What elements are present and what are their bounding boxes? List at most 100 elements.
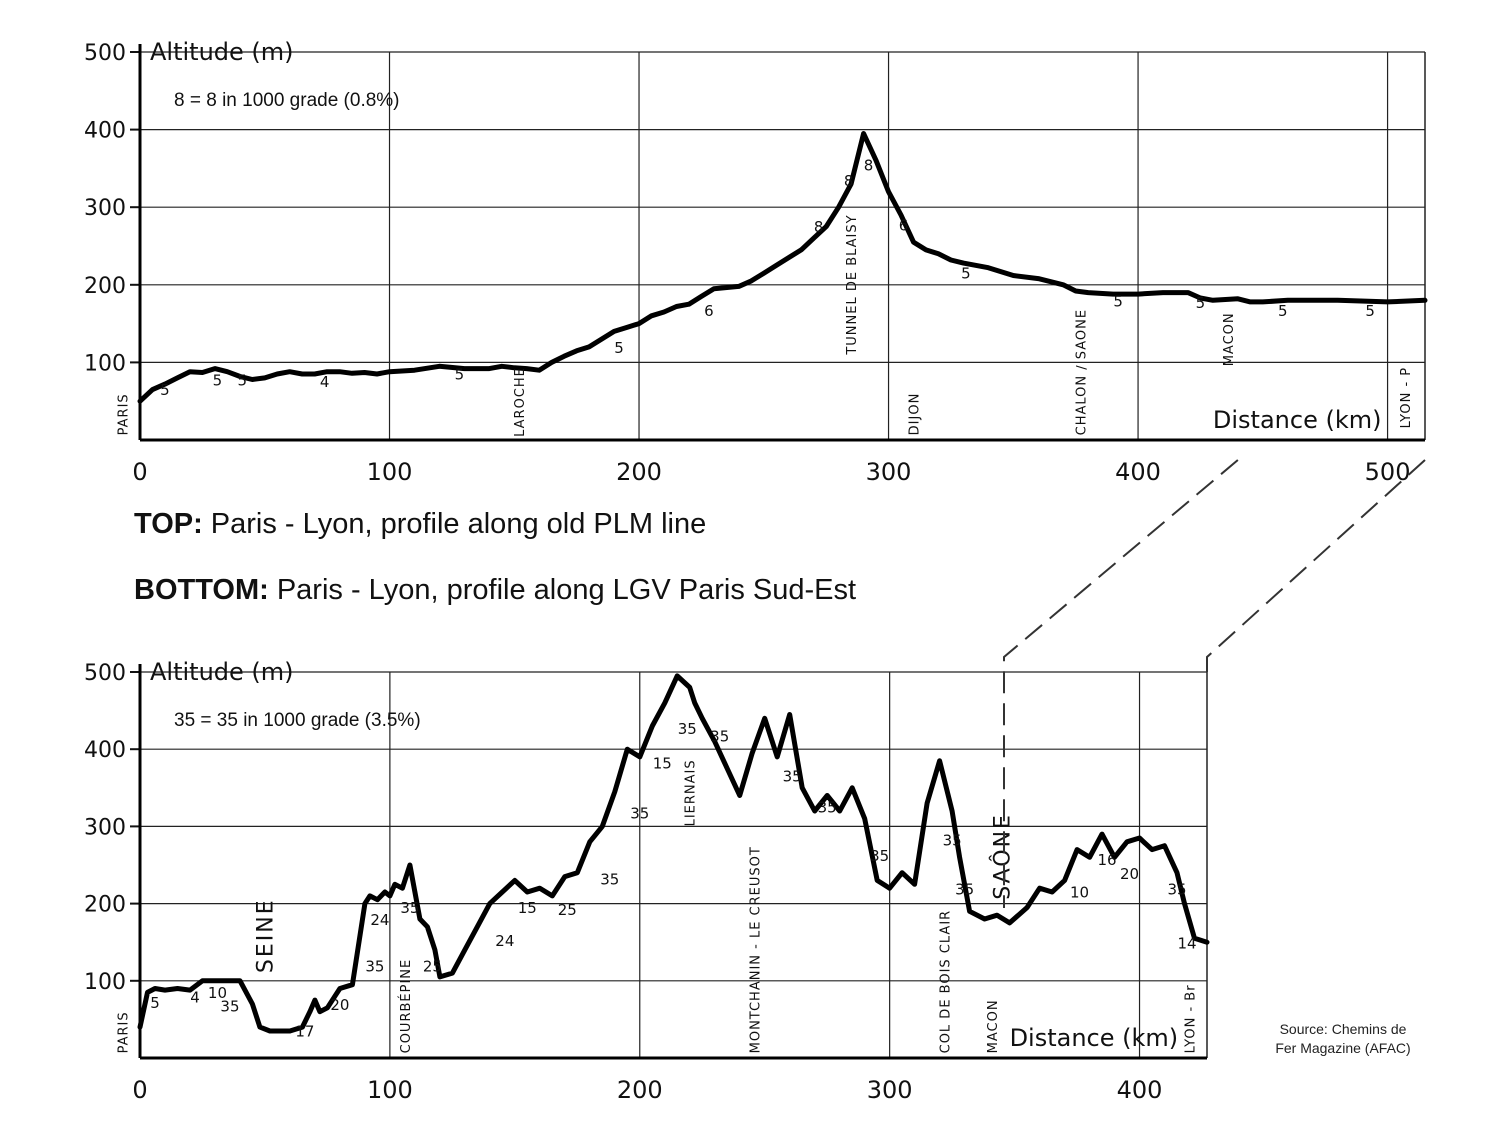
chart-bottom-grade-label: 35 <box>678 720 697 738</box>
chart-top-place-label: TUNNEL DE BLAISY <box>845 214 860 355</box>
chart-bottom-grade-label: 35 <box>818 799 837 817</box>
chart-bottom-grade-label: 35 <box>365 958 384 976</box>
chart-bottom-y-tick-label: 100 <box>84 970 126 995</box>
chart-bottom-grade-label: 35 <box>870 847 889 865</box>
chart-bottom-grade-label: 4 <box>190 988 200 1006</box>
chart-top-x-tick-label: 300 <box>866 458 912 486</box>
chart-top-grade-label: 5 <box>1196 294 1206 312</box>
chart-top-grade-label: 5 <box>455 365 465 383</box>
chart-bottom-x-tick-label: 200 <box>617 1076 663 1104</box>
chart-top-grade-label: 6 <box>704 302 714 320</box>
chart-bottom-place-label: LIERNAIS <box>684 759 699 826</box>
chart-top-grade-label: 5 <box>1365 302 1375 320</box>
chart-bottom-x-tick-label: 0 <box>132 1076 147 1104</box>
chart-bottom-grade-note: 35 = 35 in 1000 grade (3.5%) <box>174 710 421 731</box>
chart-bottom-x-tick-label: 100 <box>367 1076 413 1104</box>
chart-bottom-x-tick-label: 400 <box>1117 1076 1163 1104</box>
zoom-connector-right <box>1206 459 1426 672</box>
chart-top-place-label: LAROCHE <box>513 367 528 437</box>
chart-bottom-grade-label: 25 <box>558 901 577 919</box>
chart-bottom-grade-label: 24 <box>495 932 514 950</box>
chart-top-x-tick-label: 500 <box>1365 458 1411 486</box>
chart-bottom-grade-label: 35 <box>710 727 729 745</box>
zoom-connector-left <box>1003 459 1239 908</box>
chart-top-grade-label: 8 <box>844 172 854 190</box>
chart-top-x-axis-label: Distance (km) <box>1213 406 1382 434</box>
chart-bottom-grade-label: 10 <box>1070 883 1089 901</box>
chart-bottom-place-label: LYON - Br <box>1184 984 1199 1053</box>
chart-top-y-tick-label: 100 <box>84 351 126 376</box>
chart-bottom-place-label: MACON <box>986 999 1001 1053</box>
chart-top-x-tick-label: 100 <box>367 458 413 486</box>
chart-top-grade-label: 5 <box>614 339 624 357</box>
chart-top-profile-line <box>137 131 1428 404</box>
chart-top-grade-label: 8 <box>814 218 824 236</box>
chart-bottom-grade-label: 14 <box>1177 934 1196 952</box>
chart-top-place-label: DIJON <box>907 393 922 436</box>
chart-top-grade-label: 5 <box>1113 293 1123 311</box>
chart-bottom-place-label: COURBÉPINE <box>398 959 414 1054</box>
caption-top-bold: TOP: <box>134 508 203 540</box>
chart-top-grade-label: 6 <box>899 216 909 234</box>
chart-bottom-x-axis-label: Distance (km) <box>1010 1024 1179 1052</box>
chart-bottom-place-label: COL DE BOIS CLAIR <box>939 910 954 1054</box>
chart-bottom-grade-label: 5 <box>150 994 160 1012</box>
chart-top-place-label: CHALON ∕ SAONE <box>1075 309 1090 435</box>
chart-bottom-place-label: SEINE <box>253 898 278 973</box>
source-note: Source: Chemins de Fer Magazine (AFAC) <box>1238 1020 1448 1058</box>
source-line-1: Source: Chemins de <box>1279 1021 1407 1037</box>
chart-top-y-axis-label: Altitude (m) <box>150 38 294 66</box>
chart-top-place-label: LYON - P <box>1399 367 1414 429</box>
chart-top-grade-label: 5 <box>1278 302 1288 320</box>
chart-bottom-grade-label: 20 <box>1120 865 1139 883</box>
chart-bottom-x-tick-label: 300 <box>867 1076 913 1104</box>
chart-top-x-tick-label: 0 <box>132 458 147 486</box>
chart-top-grade-label: 5 <box>238 372 248 390</box>
chart-top-y-tick-label: 200 <box>84 274 126 299</box>
chart-top-grade-label: 4 <box>320 373 330 391</box>
chart-bottom-grade-label: 24 <box>370 911 389 929</box>
chart-bottom-grade-label: 35 <box>220 998 239 1016</box>
chart-bottom-y-axis-label: Altitude (m) <box>150 658 294 686</box>
chart-top-grade-note: 8 = 8 in 1000 grade (0.8%) <box>174 90 400 111</box>
chart-bottom-grade-label: 35 <box>783 768 802 786</box>
caption-bottom: BOTTOM: Paris - Lyon, profile along LGV … <box>134 574 856 607</box>
caption-bottom-bold: BOTTOM: <box>134 574 269 606</box>
caption-top: TOP: Paris - Lyon, profile along old PLM… <box>134 508 706 541</box>
chart-bottom-place-label: SAÔNE <box>990 813 1016 900</box>
chart-bottom-grade-label: 35 <box>600 870 619 888</box>
source-line-2: Fer Magazine (AFAC) <box>1275 1040 1411 1056</box>
chart-bottom-grade-label: 10 <box>208 984 227 1002</box>
chart-bottom-y-tick-label: 400 <box>84 738 126 763</box>
chart-bottom-grade-label: 35 <box>955 880 974 898</box>
chart-top-grade-label: 5 <box>961 265 971 283</box>
chart-top-y-tick-label: 300 <box>84 196 126 221</box>
chart-bottom-grade-label: 15 <box>518 899 537 917</box>
chart-top-grade-label: 8 <box>864 157 874 175</box>
chart-top-grade-label: 5 <box>160 381 170 399</box>
chart-top-y-tick-label: 400 <box>84 119 126 144</box>
chart-top-grade-label: 5 <box>213 372 223 390</box>
chart-top-y-tick-label: 500 <box>84 41 126 66</box>
chart-bottom-y-tick-label: 200 <box>84 893 126 918</box>
caption-bottom-text: Paris - Lyon, profile along LGV Paris Su… <box>268 574 857 606</box>
chart-bottom-grade-label: 25 <box>423 958 442 976</box>
chart-bottom-grade-label: 15 <box>653 755 672 773</box>
chart-bottom-grade-label: 20 <box>330 996 349 1014</box>
chart-bottom-place-label: MONTCHANIN - LE CREUSOT <box>749 846 764 1053</box>
chart-bottom-grade-label: 35 <box>943 832 962 850</box>
chart-bottom-y-tick-label: 500 <box>84 661 126 686</box>
chart-top-x-tick-label: 400 <box>1115 458 1161 486</box>
chart-bottom-profile-line <box>137 673 1210 1034</box>
chart-top-x-tick-label: 200 <box>616 458 662 486</box>
chart-bottom-grade-label: 35 <box>400 899 419 917</box>
chart-bottom-grade-label: 35 <box>1167 880 1186 898</box>
chart-bottom-place-label: PARIS <box>117 1011 132 1053</box>
caption-top-text: Paris - Lyon, profile along old PLM line <box>202 508 707 540</box>
chart-top-place-label: PARIS <box>117 393 132 435</box>
chart-bottom-grade-label: 35 <box>630 805 649 823</box>
chart-bottom-y-tick-label: 300 <box>84 815 126 840</box>
chart-bottom-grade-label: 16 <box>1098 851 1117 869</box>
chart-bottom-grade-label: 17 <box>295 1022 314 1040</box>
